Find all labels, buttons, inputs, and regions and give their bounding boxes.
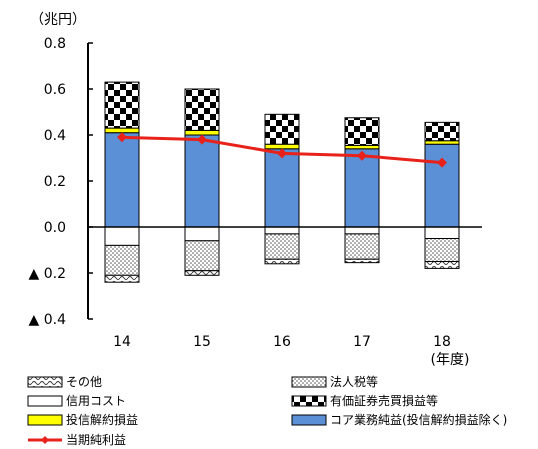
bar-tax-15	[184, 240, 220, 272]
legend-swatch-credit	[27, 395, 63, 407]
x-tick-label: 15	[193, 334, 211, 350]
point-net-17	[357, 150, 367, 161]
legend-swatch-trust	[27, 414, 63, 426]
bar-core-16	[264, 148, 300, 228]
bar-tax-18	[424, 238, 460, 262]
legend-label-trust: 投信解約損益	[66, 412, 138, 427]
bar-other-17	[344, 258, 380, 264]
bar-sec-17	[344, 117, 380, 146]
bar-credit-14	[104, 226, 140, 246]
bar-trust-16	[264, 143, 300, 150]
bar-credit-17	[344, 226, 380, 235]
bar-credit-15	[184, 226, 220, 242]
x-tick-label: 18	[433, 334, 451, 350]
y-tick-label: 0.4	[44, 128, 66, 144]
bar-other-18	[424, 261, 460, 269]
bar-core-18	[424, 143, 460, 228]
bar-core-15	[184, 134, 220, 228]
x-axis-unit: (年度)	[431, 352, 470, 368]
y-tick-label: 0.2	[44, 174, 66, 190]
point-net-14	[117, 132, 127, 143]
point-net-15	[197, 134, 207, 145]
bar-other-16	[264, 258, 300, 265]
legend-label-net: 当期純利益	[66, 433, 126, 447]
bars	[104, 81, 460, 283]
bar-core-17	[344, 148, 380, 228]
y-tick-label: ▲ 0.2	[29, 266, 66, 282]
legend-swatch-tax	[291, 376, 327, 388]
bar-credit-16	[264, 226, 300, 235]
bar-tax-14	[104, 244, 140, 276]
bar-other-14	[104, 274, 140, 283]
net-income-line	[117, 132, 447, 168]
bar-trust-18	[424, 140, 460, 145]
legend-label-tax: 法人税等	[330, 375, 378, 389]
legend-swatch-other	[27, 376, 63, 388]
bar-sec-16	[264, 113, 300, 145]
legend-swatch-core	[291, 414, 327, 426]
legend-label-core: コア業務純益(投信解約損益除く)	[330, 412, 507, 427]
bar-sec-14	[104, 81, 140, 129]
bar-core-14	[104, 132, 140, 228]
bar-tax-16	[264, 233, 300, 260]
y-tick-label: 0.0	[44, 220, 66, 236]
y-tick-label: 0.6	[44, 82, 66, 98]
bar-sec-18	[424, 121, 460, 142]
legend-label-sec: 有価証券売買損益等	[330, 393, 438, 408]
bar-trust-17	[344, 144, 380, 150]
x-tick-label: 16	[273, 334, 291, 350]
legend-label-other: その他	[66, 375, 102, 389]
y-tick-label: 0.8	[44, 36, 66, 52]
bar-tax-17	[344, 233, 380, 260]
point-net-18	[437, 157, 447, 168]
axes: 0.8 0.6 0.4 0.2 0.0 ▲ 0.2 ▲ 0.4 14 15 16 17 18	[29, 36, 482, 350]
legend-marker-net	[41, 436, 49, 444]
bar-trust-15	[184, 129, 220, 136]
bar-sec-15	[184, 88, 220, 131]
point-net-16	[277, 148, 287, 159]
legend-swatch-sec	[291, 395, 327, 407]
x-tick-label: 14	[113, 334, 131, 350]
legend-label-credit: 信用コスト	[66, 394, 126, 408]
bar-trust-14	[104, 127, 140, 134]
y-axis-unit: （兆円）	[30, 12, 86, 28]
bar-credit-18	[424, 226, 460, 239]
bar-other-15	[184, 270, 220, 276]
x-tick-label: 17	[353, 334, 371, 350]
y-tick-label: ▲ 0.4	[29, 312, 67, 328]
